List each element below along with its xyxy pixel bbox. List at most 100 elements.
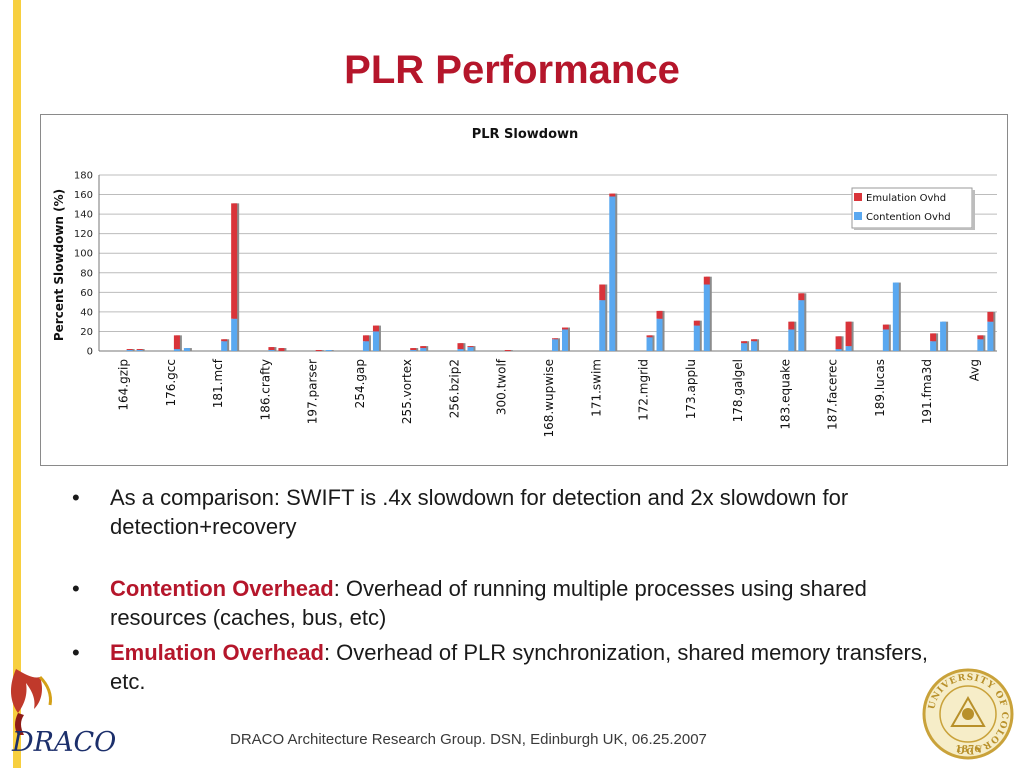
- x-tick-label: 187.facerec: [826, 359, 840, 430]
- bar-main-emulation-segment: [798, 293, 805, 301]
- bar-main-emulation-segment: [467, 346, 474, 348]
- bar-left-contention-segment: [646, 337, 653, 351]
- bullet-emulation-overhead: • Emulation Overhead: Overhead of PLR sy…: [70, 638, 950, 696]
- bullet-dot: •: [72, 576, 80, 601]
- x-tick-label: 254.gap: [353, 359, 367, 408]
- y-tick-label: 0: [87, 347, 93, 358]
- slide-title: PLR Performance: [344, 48, 680, 92]
- bullet-list: • As a comparison: SWIFT is .4x slowdown…: [70, 483, 950, 696]
- bar-main-contention-segment: [845, 346, 852, 351]
- bar-left-emulation-segment: [504, 350, 511, 351]
- bullet-swift-comparison: • As a comparison: SWIFT is .4x slowdown…: [70, 483, 950, 541]
- bullet-contention-overhead: • Contention Overhead: Overhead of runni…: [70, 574, 950, 632]
- bar-left-contention-segment: [410, 350, 417, 351]
- x-tick-label: 173.applu: [684, 359, 698, 419]
- bar-main-contention-segment: [420, 348, 427, 351]
- bullet-text: : Overhead of PLR synchronization, share…: [110, 640, 928, 694]
- bar-left-emulation-segment: [457, 343, 464, 350]
- bar-left-contention-segment: [930, 341, 937, 351]
- bar-main-contention-segment: [372, 331, 379, 351]
- chart-frame: PLR Slowdown 0 20 40 60 80 100 120 140 160 180 164…: [40, 114, 1008, 466]
- slowdown-chart: PLR Slowdown 0 20 40 60 80 100 120 140 160 180 164…: [52, 127, 997, 438]
- bar-main-contention-segment: [183, 348, 190, 351]
- x-tick-label: 176.gcc: [164, 359, 178, 407]
- x-tick-label: 183.equake: [778, 359, 792, 430]
- bar-main-emulation-segment: [656, 310, 663, 319]
- x-tick-label: 172.mgrid: [637, 359, 651, 421]
- bar-left-emulation-segment: [930, 333, 937, 342]
- bar-main-emulation-segment: [987, 311, 994, 322]
- x-tick-label: 186.crafty: [258, 359, 272, 420]
- bullet-term: Contention Overhead: [110, 576, 334, 601]
- bar-left-emulation-segment: [599, 284, 606, 301]
- bar-main-contention-segment: [987, 321, 994, 351]
- bar-main-emulation-segment: [845, 321, 852, 347]
- slide-footer: DRACO Architecture Research Group. DSN, …: [230, 731, 707, 748]
- chart-title: PLR Slowdown: [472, 127, 579, 142]
- bar-left-emulation-segment: [646, 335, 653, 338]
- x-tick-label: 181.mcf: [211, 358, 225, 408]
- bar-left-emulation-segment: [882, 324, 889, 330]
- bar-left-emulation-segment: [741, 341, 748, 344]
- bullet-dot: •: [72, 640, 80, 665]
- y-tick-label: 180: [74, 171, 93, 182]
- y-tick-label: 120: [74, 229, 93, 240]
- bar-left-contention-segment: [552, 339, 558, 351]
- bar-main-emulation-segment: [420, 346, 427, 349]
- y-tick-label: 40: [80, 307, 93, 318]
- bar-left-emulation-segment: [693, 320, 700, 326]
- legend-label-contention: Contention Ovhd: [866, 212, 951, 223]
- bar-left-emulation-segment: [315, 350, 322, 351]
- x-tick-label: 164.gzip: [117, 359, 131, 411]
- y-tick-label: 60: [80, 288, 93, 299]
- bar-main-contention-segment: [940, 321, 947, 351]
- draco-logo-text: DRACO: [11, 727, 116, 758]
- y-tick-label: 160: [74, 190, 93, 201]
- x-tick-label: 168.wupwise: [542, 359, 556, 438]
- bar-left-contention-segment: [457, 349, 464, 351]
- bar-main-emulation-segment: [609, 193, 616, 197]
- bar-left-contention-segment: [835, 349, 842, 351]
- bar-left-contention-segment: [977, 339, 984, 351]
- bar-main-contention-segment: [798, 300, 805, 351]
- bar-main-emulation-segment: [751, 339, 758, 342]
- bar-main-contention-segment: [136, 350, 143, 351]
- bar-left-emulation-segment: [410, 348, 417, 351]
- bar-left-emulation-segment: [362, 335, 369, 342]
- chart-legend: Emulation Ovhd Contention Ovhd: [851, 187, 975, 230]
- legend-label-emulation: Emulation Ovhd: [866, 193, 946, 204]
- bar-main-emulation-segment: [231, 203, 238, 319]
- y-tick-label: 20: [80, 327, 93, 338]
- bar-left-emulation-segment: [977, 335, 984, 340]
- y-tick-label: 80: [80, 268, 93, 279]
- bar-left-contention-segment: [268, 350, 275, 351]
- bullet-dot: •: [72, 485, 80, 510]
- bullet-term: Emulation Overhead: [110, 640, 324, 665]
- y-axis-label: Percent Slowdown (%): [52, 189, 66, 341]
- x-tick-label: 191.fma3d: [920, 359, 934, 424]
- bar-left-contention-segment: [126, 350, 133, 351]
- legend-swatch-contention: [854, 212, 862, 220]
- bar-left-contention-segment: [173, 349, 180, 351]
- bar-left-emulation-segment: [835, 336, 842, 350]
- x-tick-label: 255.vortex: [400, 359, 414, 424]
- x-tick-label: 171.swim: [589, 359, 603, 417]
- y-tick-label: 140: [74, 210, 93, 221]
- bar-main-contention-segment: [703, 284, 710, 351]
- bar-main-contention-segment: [562, 329, 568, 351]
- bar-main-contention-segment: [609, 196, 616, 351]
- bar-left-contention-segment: [788, 329, 795, 351]
- x-tick-label: 300.twolf: [495, 358, 509, 415]
- x-tick-label: 178.galgel: [731, 359, 745, 422]
- seal-year: 1876: [955, 745, 980, 755]
- bar-left-emulation-segment: [268, 347, 275, 351]
- bar-main-contention-segment: [656, 318, 663, 351]
- accent-stripe: [13, 0, 21, 768]
- bar-left-contention-segment: [221, 341, 228, 351]
- university-seal-icon: UNIVERSITY OF COLORADO 1876: [922, 668, 1014, 760]
- bar-main-emulation-segment: [562, 327, 568, 330]
- bar-main-contention-segment: [325, 350, 332, 351]
- x-tick-label: 256.bzip2: [447, 359, 461, 418]
- x-tick-label: 189.lucas: [873, 359, 887, 417]
- bar-main-emulation-segment: [136, 349, 143, 351]
